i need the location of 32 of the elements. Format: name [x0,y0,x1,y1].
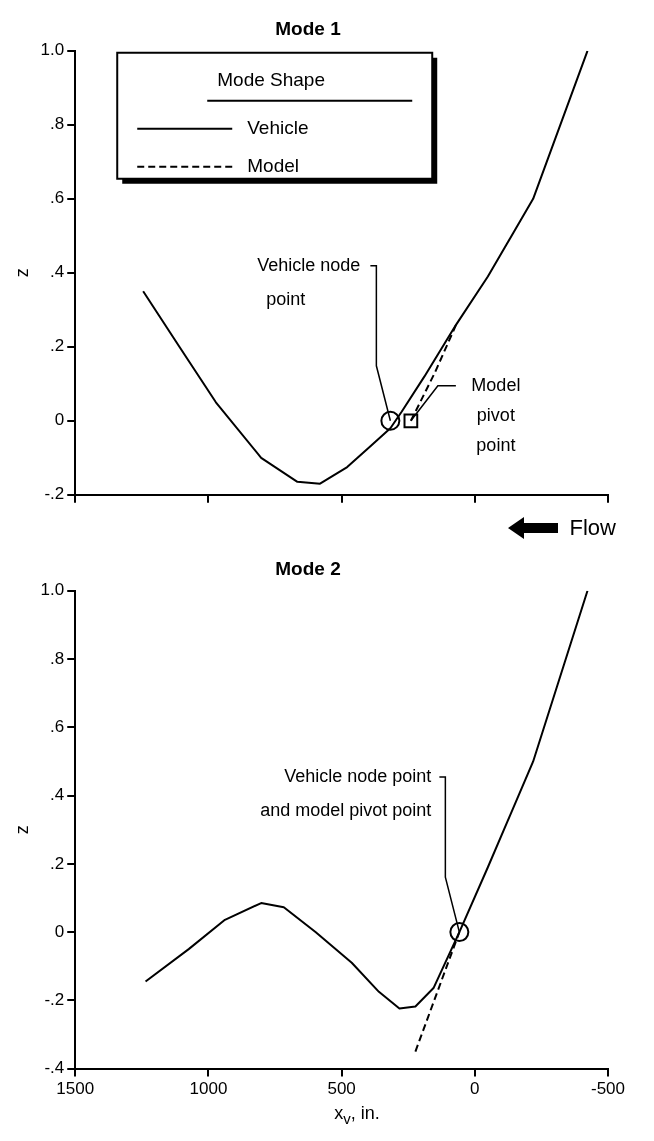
y-tick-label: .2 [50,336,65,356]
text: Flow [569,515,616,541]
annotation: Vehicle node point and model pivot point [260,766,432,821]
x-axis-title: x$_{v}$, in. [333,1103,381,1127]
x-tick-label: 0 [470,1079,480,1099]
x-tick-label: 500 [327,1079,356,1099]
y-tick-label: -.4 [44,1058,65,1078]
y-tick-label: .6 [50,188,65,208]
annotation: Vehicle node point [257,254,361,309]
y-tick-label: .2 [50,853,65,873]
y-tick-label: -.2 [44,990,65,1010]
y-tick-label: 0 [54,410,65,430]
x-tick-label: 1500 [56,1079,95,1099]
legend-label: Vehicle [247,117,309,139]
legend-title: Mode Shape [217,69,325,91]
y-tick-label: 1.0 [40,580,65,600]
y-tick-label: .8 [50,114,65,134]
x-tick-label: 1000 [189,1079,228,1099]
y-tick-label: 0 [54,921,65,941]
y-tick-label: -.2 [44,484,65,504]
y-tick-label: .8 [50,648,65,668]
x-tick-label: -500 [590,1079,626,1099]
legend-label: Model [247,155,299,177]
y-tick-label: .6 [50,717,65,736]
chart-title: Mode 1 [275,17,342,39]
y-axis-title: z [11,268,32,278]
annotation: Model pivot point [471,374,521,455]
y-tick-label: .4 [50,785,65,805]
y-tick-label: 1.0 [40,40,65,60]
y-axis-title: z [11,825,32,835]
y-tick-label: .4 [50,262,65,282]
chart-title: Mode 2 [275,557,341,579]
